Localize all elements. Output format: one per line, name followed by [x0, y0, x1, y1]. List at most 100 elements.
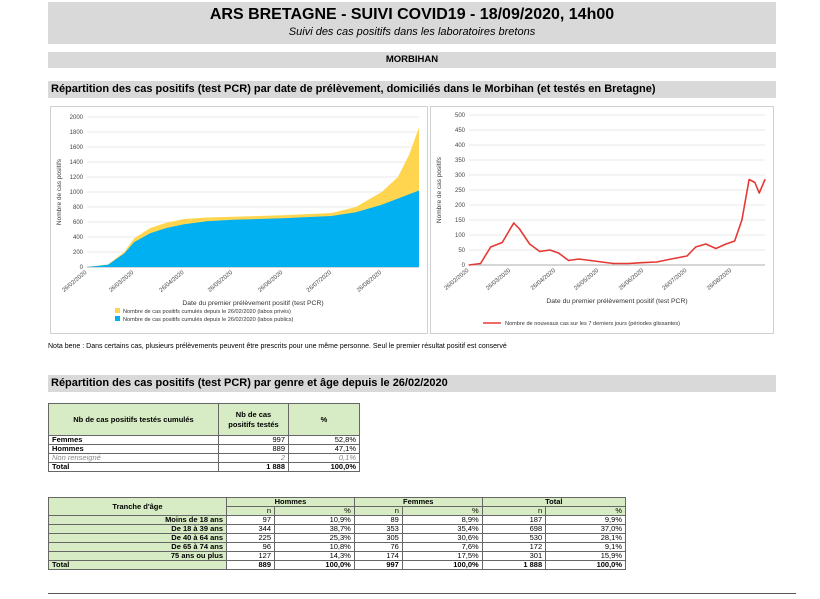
y-tick-label: 600	[73, 220, 84, 226]
section-title-gender-age: Répartition des cas positifs (test PCR) …	[48, 375, 776, 392]
femmes-total-n: 997	[353, 560, 403, 570]
y-tick-label: 0	[462, 263, 466, 269]
data-point	[741, 219, 743, 221]
data-point	[468, 264, 470, 266]
total-total-pct: 100,0%	[545, 560, 626, 570]
y-tick-label: 150	[455, 218, 466, 224]
table-row: Femmes 997 52,8%	[48, 435, 360, 445]
y-tick-label: 0	[80, 265, 84, 271]
data-point	[705, 243, 707, 245]
x-tick-label: 26/02/2020	[443, 268, 470, 292]
gender-header-pct: %	[288, 403, 360, 436]
gender-total-label: Total	[48, 462, 219, 472]
y-tick-label: 1800	[70, 130, 84, 136]
x-tick-label: 26/03/2020	[108, 270, 135, 294]
x-tick-label: 26/07/2020	[661, 268, 688, 292]
age-table: Tranche d'âge Hommes Femmes Total n % n …	[48, 497, 627, 570]
group-hommes: Hommes	[226, 497, 355, 507]
legend-label: Nombre de cas positifs cumulés depuis le…	[123, 309, 291, 315]
data-point	[686, 255, 688, 257]
x-tick-label: 26/08/2020	[706, 268, 733, 292]
x-axis-label: Date du premier prélèvement positif (tes…	[182, 300, 323, 307]
y-tick-label: 1000	[70, 190, 84, 196]
data-point	[734, 240, 736, 242]
report-header: ARS BRETAGNE - SUIVI COVID19 - 18/09/202…	[48, 2, 776, 44]
data-point	[549, 249, 551, 251]
department-label: MORBIHAN	[48, 52, 776, 68]
data-point	[748, 178, 750, 181]
data-point	[764, 178, 766, 181]
cumulative-chart-svg: 0 200 400 600 800 1000 1200 1400 1600 1800 2000 26/…	[56, 115, 419, 323]
table-row: Hommes 889 47,1%	[48, 444, 360, 454]
y-tick-label: 200	[73, 250, 84, 256]
data-point	[568, 259, 570, 262]
age-label: 75 ans ou plus	[48, 551, 227, 561]
weekly-chart: 0 50 100 150 200 250 300 350 400 450 500 26/02/2020…	[430, 106, 774, 334]
data-point	[643, 262, 645, 264]
gender-header-count: Nb de cas positifs testés	[218, 403, 289, 436]
y-tick-label: 1200	[70, 175, 84, 181]
data-point	[578, 258, 580, 260]
y-tick-label: 100	[455, 233, 466, 239]
data-point	[501, 241, 503, 244]
data-point	[627, 262, 629, 265]
y-axis-label: Nombre de cas positifs	[436, 156, 443, 223]
data-point	[529, 243, 531, 245]
hommes-total-n: 889	[225, 560, 276, 570]
x-tick-label: 26/06/2020	[618, 268, 645, 292]
weekly-chart-svg: 0 50 100 150 200 250 300 350 400 450 500 26/02/2020…	[436, 113, 766, 327]
age-total-label: Total	[48, 560, 227, 570]
data-point	[518, 228, 521, 230]
data-point	[656, 261, 658, 263]
page-divider	[48, 593, 796, 594]
x-tick-label: 26/04/2020	[159, 270, 186, 294]
y-tick-label: 350	[455, 158, 466, 164]
data-point	[695, 246, 697, 248]
gender-table: Nb de cas positifs testés cumulés Nb de …	[48, 403, 360, 472]
data-point	[513, 222, 515, 224]
data-point	[715, 247, 717, 250]
data-point	[670, 258, 672, 260]
y-tick-label: 400	[73, 235, 84, 241]
public-labs-area	[87, 190, 419, 267]
gender-header-label: Nb de cas positifs testés cumulés	[48, 403, 219, 436]
weekly-cases-line	[468, 178, 766, 266]
y-tick-label: 500	[455, 113, 466, 119]
report-subtitle: Suivi des cas positifs dans les laborato…	[288, 26, 536, 38]
group-total: Total	[481, 497, 627, 507]
y-tick-label: 800	[73, 205, 84, 211]
data-point	[479, 262, 482, 265]
y-tick-label: 2000	[70, 115, 84, 121]
gender-table-header: Nb de cas positifs testés cumulés Nb de …	[48, 403, 360, 436]
y-tick-label: 450	[455, 128, 466, 134]
data-point	[725, 243, 727, 245]
gender-total-pct: 100,0%	[288, 462, 360, 472]
nota-bene: Nota bene : Dans certains cas, plusieurs…	[48, 343, 507, 350]
data-point	[612, 262, 614, 265]
age-table-group-header: Tranche d'âge Hommes Femmes Total	[48, 497, 627, 516]
data-point	[601, 261, 603, 263]
x-tick-label: 26/06/2020	[257, 270, 284, 294]
section-title-dates: Répartition des cas positifs (test PCR) …	[48, 81, 776, 98]
total-total-n: 1 888	[481, 560, 547, 570]
age-corner-label: Tranche d'âge	[48, 497, 227, 516]
hommes-total-pct: 100,0%	[274, 560, 355, 570]
x-tick-label: 26/05/2020	[573, 268, 600, 292]
report-title: ARS BRETAGNE - SUIVI COVID19 - 18/09/202…	[209, 6, 615, 23]
group-femmes: Femmes	[353, 497, 483, 507]
cumulative-chart: 0 200 400 600 800 1000 1200 1400 1600 1800 2000 26/…	[50, 106, 428, 334]
data-point	[557, 252, 560, 254]
femmes-total-pct: 100,0%	[401, 560, 483, 570]
data-point	[490, 246, 492, 248]
y-tick-label: 300	[455, 173, 466, 179]
legend-swatch	[115, 316, 120, 321]
x-tick-label: 26/03/2020	[485, 268, 512, 292]
y-tick-label: 1400	[70, 160, 84, 166]
x-tick-label: 26/05/2020	[207, 270, 234, 294]
legend-swatch	[115, 308, 120, 313]
y-tick-label: 50	[458, 248, 465, 254]
x-tick-label: 26/04/2020	[530, 268, 557, 292]
x-tick-label: 26/08/2020	[356, 270, 383, 294]
y-tick-label: 250	[455, 188, 466, 194]
legend-label: Nombre de nouveaux cas sur les 7 dernier…	[505, 321, 680, 327]
